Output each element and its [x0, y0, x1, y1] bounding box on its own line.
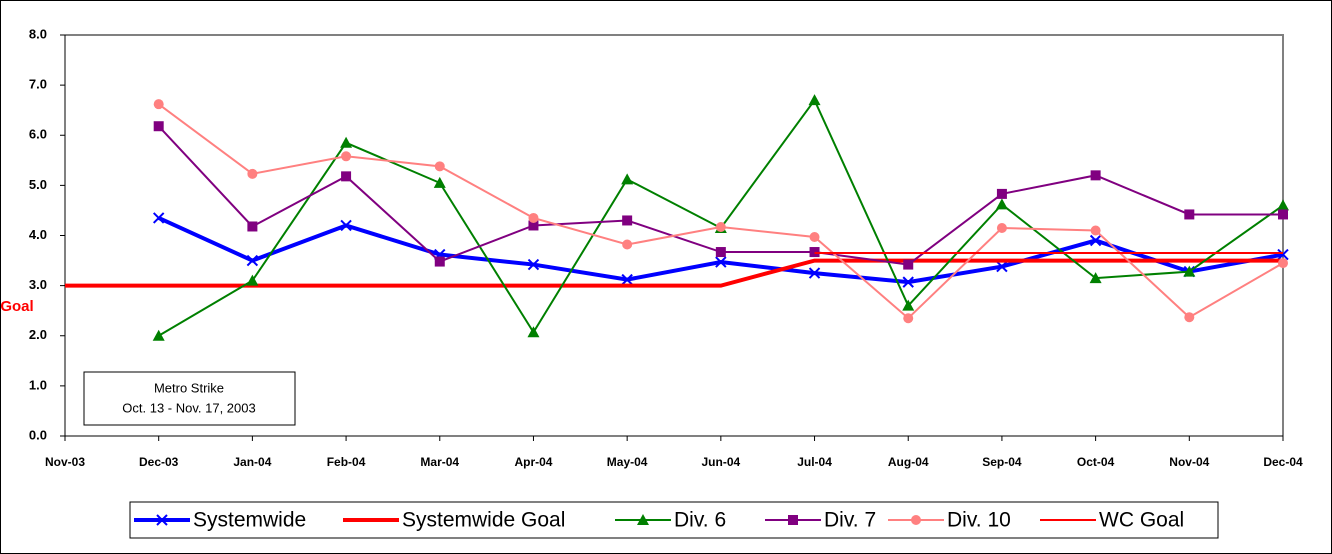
legend-marker [911, 515, 921, 525]
x-tick-label: Nov-04 [1169, 455, 1209, 469]
plot-frame [65, 34, 1284, 436]
point [1090, 170, 1101, 181]
point [152, 329, 165, 341]
legend-marker [788, 515, 798, 525]
x-tick-label: Dec-04 [1263, 455, 1303, 469]
point [995, 198, 1008, 210]
point [809, 247, 820, 258]
point [1184, 209, 1195, 220]
x-tick-label: Dec-03 [139, 455, 179, 469]
point [1089, 272, 1102, 284]
legend-label: Systemwide Goal [402, 509, 565, 532]
point [153, 121, 164, 132]
point [528, 212, 539, 223]
point [1184, 312, 1195, 323]
point [902, 276, 914, 288]
legend-label: Div. 10 [947, 509, 1011, 532]
point [246, 254, 259, 267]
y-tick-label: 1.0 [29, 377, 47, 392]
x-tick-label: Jan-04 [233, 455, 271, 469]
x-tick-label: Aug-04 [888, 455, 929, 469]
y-tick-label: 0.0 [29, 427, 47, 442]
point [903, 259, 914, 270]
point [246, 274, 259, 286]
x-tick-label: May-04 [607, 455, 648, 469]
point [715, 221, 726, 232]
annotation: Oct. 13 - Nov. 17, 2003 [122, 400, 255, 415]
point [622, 215, 633, 226]
point [621, 173, 634, 185]
legend-marker [637, 514, 649, 525]
y-tick-label: 8.0 [29, 26, 47, 41]
point [1089, 234, 1102, 247]
point [902, 299, 915, 311]
goal-label: Goal [0, 298, 33, 315]
y-tick-label: 6.0 [29, 127, 47, 142]
point [809, 232, 820, 243]
legend-label: Div. 7 [824, 509, 876, 532]
point [247, 168, 258, 179]
legend-label: WC Goal [1099, 509, 1184, 532]
legend-label: Div. 6 [674, 509, 726, 532]
point [341, 151, 352, 162]
point [434, 256, 445, 267]
point [340, 136, 353, 148]
point [622, 239, 633, 250]
point [1090, 225, 1101, 236]
x-tick-label: Oct-04 [1077, 455, 1115, 469]
x-tick-label: Mar-04 [420, 455, 459, 469]
point [528, 220, 539, 231]
point [1183, 265, 1196, 277]
x-tick-label: Apr-04 [514, 455, 552, 469]
y-tick-label: 7.0 [29, 77, 47, 92]
point [996, 188, 1007, 199]
point [715, 247, 726, 258]
point [808, 267, 821, 279]
y-tick-label: 4.0 [29, 227, 47, 242]
y-tick-label: 5.0 [29, 177, 47, 192]
point [808, 94, 821, 106]
point [1278, 258, 1288, 269]
x-tick-label: Jul-04 [797, 455, 832, 469]
x-tick-label: Jun-04 [702, 455, 741, 469]
point [153, 99, 164, 110]
annotation-box [83, 371, 296, 426]
point [340, 219, 352, 232]
legend [129, 501, 1219, 539]
series-line [65, 258, 1283, 288]
point [433, 176, 446, 188]
legend-marker [156, 514, 168, 526]
point [434, 161, 445, 172]
x-tick-label: Nov-03 [45, 455, 85, 469]
legend-label: Systemwide [193, 509, 306, 532]
point [1277, 199, 1289, 211]
y-tick-label: 3.0 [29, 277, 47, 292]
x-tick-label: Sep-04 [982, 455, 1022, 469]
annotation: Metro Strike [154, 380, 224, 395]
point [527, 326, 540, 338]
point [527, 258, 540, 271]
point [715, 256, 727, 268]
point [621, 273, 633, 286]
x-tick-label: Feb-04 [327, 455, 366, 469]
point [341, 171, 352, 182]
point [996, 222, 1007, 233]
point [1277, 248, 1289, 261]
point [1278, 209, 1288, 220]
point [152, 212, 165, 224]
y-tick-label: 2.0 [29, 327, 47, 342]
point [903, 313, 914, 324]
point [247, 221, 258, 232]
point [996, 260, 1008, 273]
